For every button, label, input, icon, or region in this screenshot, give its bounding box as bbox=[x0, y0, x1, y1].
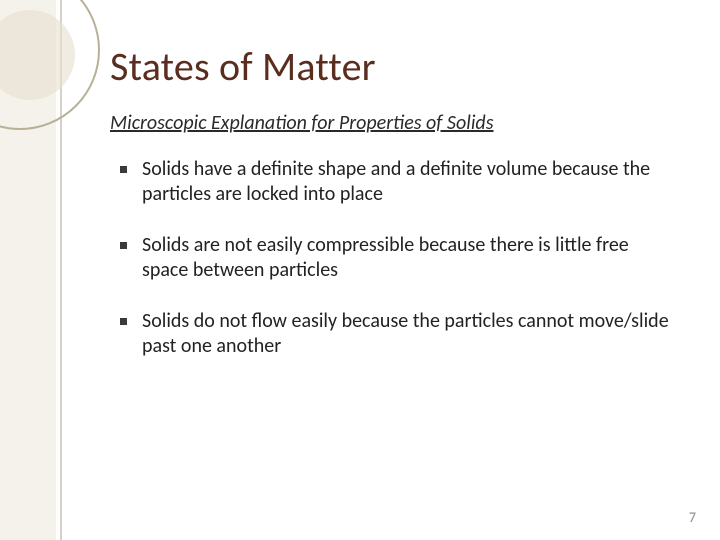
list-item: Solids do not flow easily because the pa… bbox=[116, 309, 670, 359]
slide: States of Matter Microscopic Explanation… bbox=[0, 0, 720, 540]
content-region: States of Matter Microscopic Explanation… bbox=[110, 42, 670, 385]
page-number: 7 bbox=[689, 509, 696, 526]
slide-subtitle: Microscopic Explanation for Properties o… bbox=[110, 111, 670, 135]
slide-title: States of Matter bbox=[110, 42, 670, 91]
bullet-list: Solids have a definite shape and a defin… bbox=[110, 157, 670, 359]
list-item: Solids are not easily compressible becau… bbox=[116, 233, 670, 283]
list-item: Solids have a definite shape and a defin… bbox=[116, 157, 670, 207]
